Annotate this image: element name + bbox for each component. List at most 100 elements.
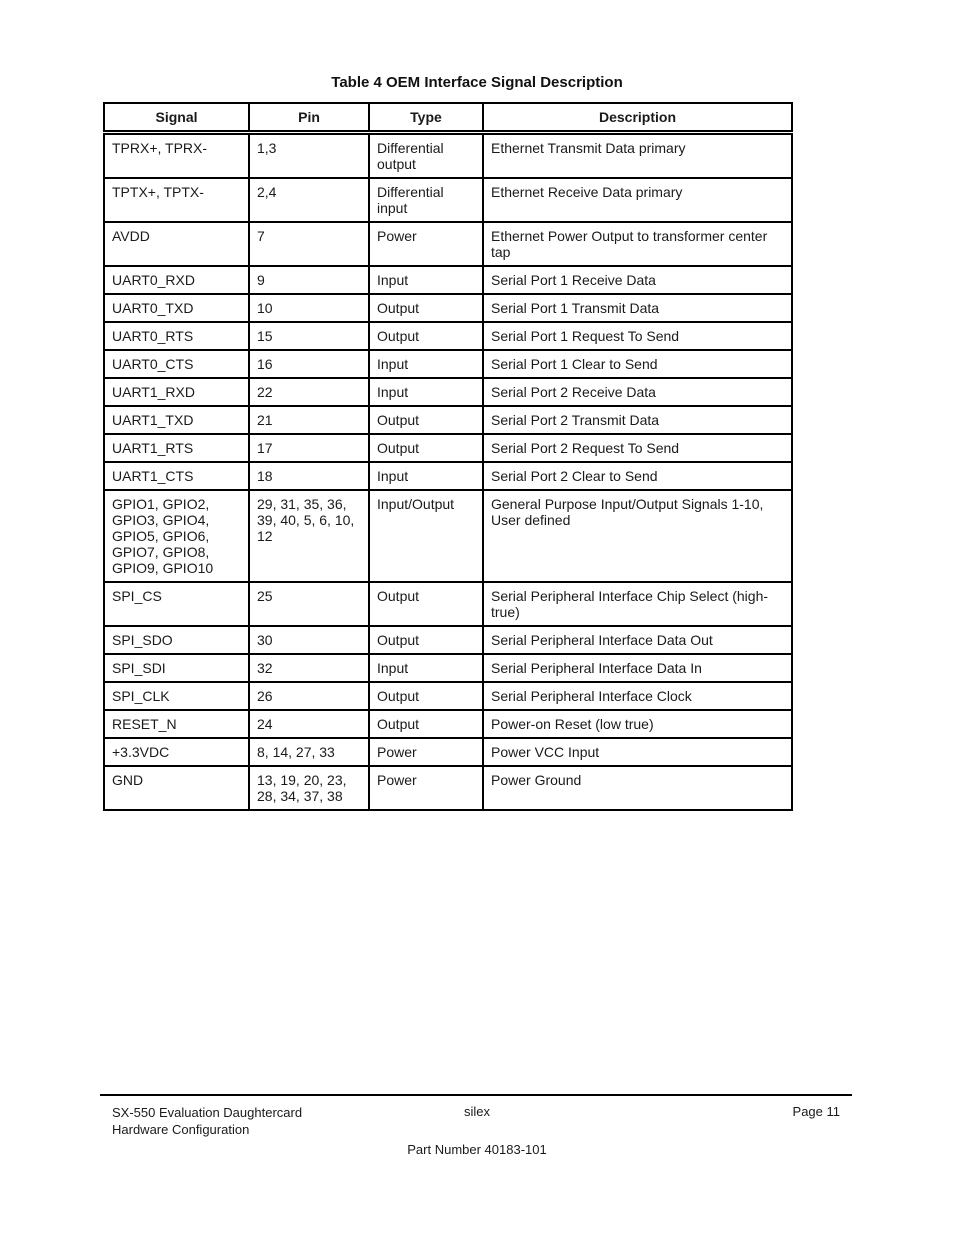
table-cell: Input <box>368 653 484 683</box>
table-cell: 9 <box>248 265 370 295</box>
table-row: SPI_CLK 26 Output Serial Peripheral Interfa… <box>103 681 793 711</box>
footer-brand: silex <box>463 1104 490 1119</box>
table-cell: Output <box>368 433 484 463</box>
table-cell: Output <box>368 681 484 711</box>
table-cell: SPI_SDI <box>103 653 250 683</box>
table-cell: UART1_RXD <box>103 377 250 407</box>
table-cell: Serial Port 1 Request To Send <box>482 321 793 351</box>
table-cell: Serial Port 1 Clear to Send <box>482 349 793 379</box>
table-cell: 22 <box>248 377 370 407</box>
table-cell: 13, 19, 20, 23, 28, 34, 37, 38 <box>248 765 370 811</box>
table-row: +3.3VDC 8, 14, 27, 33 Power Power VCC Input <box>103 737 793 767</box>
table-cell: 24 <box>248 709 370 739</box>
column-header: Pin <box>248 102 370 135</box>
table-row: GPIO1, GPIO2, GPIO3, GPIO4, GPIO5, GPIO6… <box>103 489 793 583</box>
column-header: Description <box>482 102 793 135</box>
table-row: SPI_CS 25 Output Serial Peripheral Interfac… <box>103 581 793 627</box>
table-cell: UART0_RTS <box>103 321 250 351</box>
table-header-row: Signal Pin Type Description <box>103 102 793 135</box>
table-cell: +3.3VDC <box>103 737 250 767</box>
table-cell: Serial Port 2 Request To Send <box>482 433 793 463</box>
table-cell: Differential output <box>368 131 484 179</box>
table-cell: TPTX+, TPTX- <box>103 177 250 223</box>
table-cell: RESET_N <box>103 709 250 739</box>
table-cell: Differential input <box>368 177 484 223</box>
footer-part-number: Part Number 40183-101 <box>407 1142 547 1157</box>
table-cell: 26 <box>248 681 370 711</box>
table-cell: 18 <box>248 461 370 491</box>
table-cell: Power <box>368 737 484 767</box>
table-row: UART1_RTS 17 Output Serial Port 2 Request T… <box>103 433 793 463</box>
table-row: TPTX+, TPTX- 2,4 Differential input Etherne… <box>103 177 793 223</box>
table-cell: 10 <box>248 293 370 323</box>
table-cell: Input <box>368 377 484 407</box>
table-cell: Power-on Reset (low true) <box>482 709 793 739</box>
table-cell: 15 <box>248 321 370 351</box>
column-header: Signal <box>103 102 250 135</box>
footer-rule <box>100 1094 852 1096</box>
table-cell: 17 <box>248 433 370 463</box>
table-row: UART0_TXD 10 Output Serial Port 1 Transmit … <box>103 293 793 323</box>
table-cell: 8, 14, 27, 33 <box>248 737 370 767</box>
table-row: SPI_SDI 32 Input Serial Peripheral Interfac… <box>103 653 793 683</box>
table-cell: UART1_RTS <box>103 433 250 463</box>
table-cell: 2,4 <box>248 177 370 223</box>
table-cell: 29, 31, 35, 36, 39, 40, 5, 6, 10, 12 <box>248 489 370 583</box>
table-cell: Output <box>368 405 484 435</box>
table-cell: SPI_SDO <box>103 625 250 655</box>
table-row: SPI_SDO 30 Output Serial Peripheral Interfa… <box>103 625 793 655</box>
footer-doc-title-line2: Hardware Configuration <box>112 1122 250 1137</box>
table-cell: 32 <box>248 653 370 683</box>
table-cell: Output <box>368 581 484 627</box>
table-cell: Ethernet Power Output to transformer cen… <box>482 221 793 267</box>
table-cell: 16 <box>248 349 370 379</box>
table-cell: UART0_RXD <box>103 265 250 295</box>
table-cell: Serial Peripheral Interface Data Out <box>482 625 793 655</box>
table-row: RESET_N 24 Output Power-on Reset (low true) <box>103 709 793 739</box>
table-row: TPRX+, TPRX- 1,3 Differential output Ethern… <box>103 131 793 179</box>
table-cell: Serial Peripheral Interface Chip Select … <box>482 581 793 627</box>
table-cell: GPIO1, GPIO2, GPIO3, GPIO4, GPIO5, GPIO6… <box>103 489 250 583</box>
table-cell: UART0_CTS <box>103 349 250 379</box>
table-cell: 25 <box>248 581 370 627</box>
table-cell: UART1_TXD <box>103 405 250 435</box>
table-cell: Serial Port 1 Transmit Data <box>482 293 793 323</box>
table-cell: Serial Port 2 Transmit Data <box>482 405 793 435</box>
table-cell: 21 <box>248 405 370 435</box>
table-cell: Output <box>368 321 484 351</box>
table-cell: Power <box>368 765 484 811</box>
table-cell: 1,3 <box>248 131 370 179</box>
table-cell: 30 <box>248 625 370 655</box>
table-cell: Serial Port 2 Clear to Send <box>482 461 793 491</box>
table-cell: UART1_CTS <box>103 461 250 491</box>
table-row: UART1_RXD 22 Input Serial Port 2 Receive Da… <box>103 377 793 407</box>
table-row: UART1_TXD 21 Output Serial Port 2 Transmit … <box>103 405 793 435</box>
table-cell: General Purpose Input/Output Signals 1-1… <box>482 489 793 583</box>
footer-doc-title: SX-550 Evaluation Daughtercard Hardware … <box>112 1104 302 1138</box>
table-cell: SPI_CLK <box>103 681 250 711</box>
table-title: Table 4 OEM Interface Signal Description <box>331 74 623 91</box>
table-row: GND 13, 19, 20, 23, 28, 34, 37, 38 Power Po… <box>103 765 793 811</box>
table-row: UART0_RXD 9 Input Serial Port 1 Receive Dat… <box>103 265 793 295</box>
table-row: UART0_CTS 16 Input Serial Port 1 Clear to S… <box>103 349 793 379</box>
table-cell: Input <box>368 265 484 295</box>
table-cell: Power Ground <box>482 765 793 811</box>
table-cell: Input/Output <box>368 489 484 583</box>
table-cell: Power <box>368 221 484 267</box>
table-cell: Output <box>368 293 484 323</box>
column-header: Type <box>368 102 484 135</box>
table-cell: TPRX+, TPRX- <box>103 131 250 179</box>
table-cell: Serial Port 1 Receive Data <box>482 265 793 295</box>
table-cell: Output <box>368 625 484 655</box>
table-cell: Serial Peripheral Interface Data In <box>482 653 793 683</box>
table-cell: AVDD <box>103 221 250 267</box>
table-cell: GND <box>103 765 250 811</box>
table-cell: Serial Peripheral Interface Clock <box>482 681 793 711</box>
table-cell: Ethernet Receive Data primary <box>482 177 793 223</box>
table-cell: UART0_TXD <box>103 293 250 323</box>
table-row: UART1_CTS 18 Input Serial Port 2 Clear to S… <box>103 461 793 491</box>
table-cell: Output <box>368 709 484 739</box>
footer-doc-title-line1: SX-550 Evaluation Daughtercard <box>112 1105 303 1120</box>
footer-page-number: Page 11 <box>792 1104 840 1119</box>
